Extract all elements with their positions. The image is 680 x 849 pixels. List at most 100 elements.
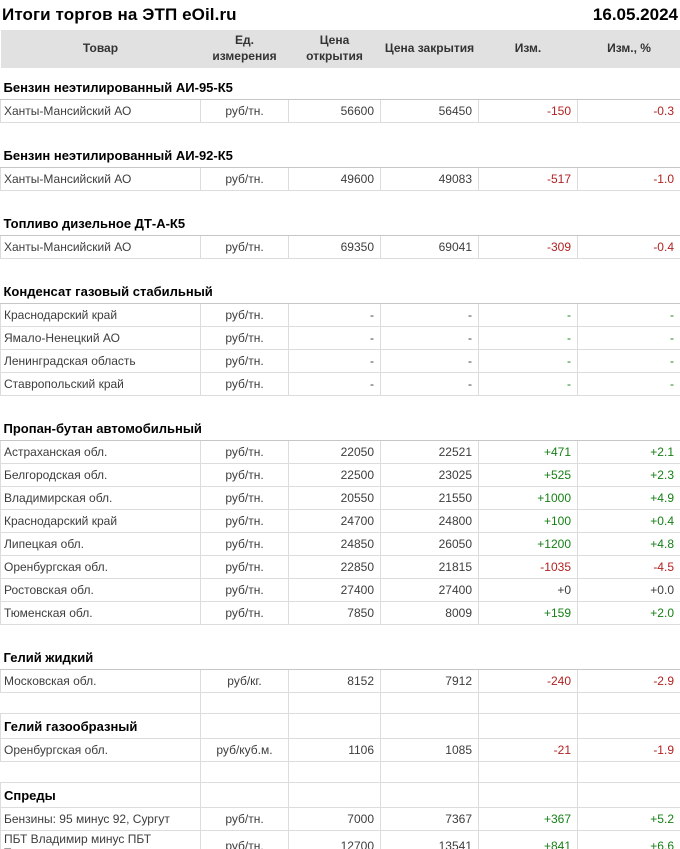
change-cell: +367 (478, 807, 578, 831)
product-cell: Оренбургская обл. (0, 738, 201, 762)
table-row: Липецкая обл. руб/тн. 24850 26050 +1200 +4.8 (0, 532, 680, 556)
open-price-cell: - (288, 372, 381, 396)
column-header-open-price: Цена открытия (288, 30, 381, 68)
close-price-cell: 1085 (380, 738, 479, 762)
column-header-change-pct: Изм., % (577, 30, 680, 68)
page-title: Итоги торгов на ЭТП eOil.ru (2, 5, 237, 24)
change-pct-cell: +6.6 (577, 830, 680, 849)
close-price-cell: 27400 (380, 578, 479, 602)
table-row: ПБТ Владимир минус ПБТ Тюменьруб/тн.1270… (0, 830, 680, 849)
product-cell: Краснодарский край (0, 509, 201, 533)
column-header-change: Изм. (478, 30, 578, 68)
section-title: Топливо дизельное ДТ-А-К5 (0, 211, 680, 236)
close-price-cell: - (380, 372, 479, 396)
change-pct-cell: - (577, 372, 680, 396)
empty-cell (380, 782, 479, 808)
section-title: Бензин неэтилированный АИ-92-К5 (0, 143, 680, 168)
empty-cell (478, 713, 578, 739)
unit-cell: руб/тн. (200, 486, 289, 510)
open-price-cell: 24850 (288, 532, 381, 556)
spacer-cell (0, 68, 680, 75)
table-row: Ханты-Мансийский АО руб/тн. 49600 49083 -517… (0, 167, 680, 191)
spacer-cell (0, 122, 680, 143)
spacer-cell (478, 692, 578, 714)
unit-cell: руб/тн. (200, 509, 289, 533)
change-pct-cell: -1.9 (577, 738, 680, 762)
table-row: Белгородская обл. руб/тн. 22500 23025 +525 +2… (0, 463, 680, 487)
section-spacer (0, 190, 680, 211)
unit-cell: руб/тн. (200, 440, 289, 464)
change-cell: +159 (478, 601, 578, 625)
change-cell: +471 (478, 440, 578, 464)
unit-cell: руб/тн. (200, 830, 289, 849)
unit-cell: руб/тн. (200, 303, 289, 327)
table-row: Бензины: 95 минус 92, Сургут руб/тн. 7000 7… (0, 807, 680, 831)
empty-cell (200, 782, 289, 808)
change-cell: +1200 (478, 532, 578, 556)
unit-cell: руб/куб.м. (200, 738, 289, 762)
spacer-cell (288, 761, 381, 783)
product-cell: Тюменская обл. (0, 601, 201, 625)
empty-cell (577, 782, 680, 808)
open-price-cell: 24700 (288, 509, 381, 533)
section-title: Гелий жидкий (0, 645, 680, 670)
change-pct-cell: -0.3 (577, 99, 680, 123)
product-cell: ПБТ Владимир минус ПБТ Тюмень (0, 830, 201, 849)
open-price-cell: - (288, 326, 381, 350)
open-price-cell: 8152 (288, 669, 381, 693)
unit-cell: руб/тн. (200, 99, 289, 123)
product-cell: Ханты-Мансийский АО (0, 167, 201, 191)
section-header-row: Конденсат газовый стабильный (0, 279, 680, 304)
change-pct-cell: +4.8 (577, 532, 680, 556)
change-pct-cell: -2.9 (577, 669, 680, 693)
product-cell: Ленинградская область (0, 349, 201, 373)
unit-cell: руб/тн. (200, 326, 289, 350)
product-cell: Липецкая обл. (0, 532, 201, 556)
close-price-cell: 23025 (380, 463, 479, 487)
close-price-cell: 7912 (380, 669, 479, 693)
table-row: Владимирская обл. руб/тн. 20550 21550 +1000 +… (0, 486, 680, 510)
empty-cell (577, 713, 680, 739)
spacer-cell (380, 692, 479, 714)
close-price-cell: - (380, 303, 479, 327)
open-price-cell: - (288, 349, 381, 373)
section-title: Гелий газообразный (0, 713, 201, 739)
spacer-cell (0, 692, 201, 714)
table-body: Бензин неэтилированный АИ-95-К5 Ханты-Ман… (0, 68, 680, 849)
product-cell: Оренбургская обл. (0, 555, 201, 579)
open-price-cell: 49600 (288, 167, 381, 191)
close-price-cell: - (380, 326, 479, 350)
table-row: Краснодарский край руб/тн. - - - - (0, 303, 680, 327)
spacer-cell (0, 190, 680, 211)
change-pct-cell: +0.4 (577, 509, 680, 533)
section-spacer (0, 258, 680, 279)
open-price-cell: 69350 (288, 235, 381, 259)
empty-cell (380, 713, 479, 739)
table-row: Ленинградская область руб/тн. - - - - (0, 349, 680, 373)
change-pct-cell: -0.4 (577, 235, 680, 259)
open-price-cell: 20550 (288, 486, 381, 510)
change-pct-cell: +0.0 (577, 578, 680, 602)
section-title: Конденсат газовый стабильный (0, 279, 680, 304)
section-spacer (0, 395, 680, 416)
section-header-row: Бензин неэтилированный АИ-92-К5 (0, 143, 680, 168)
change-cell: - (478, 326, 578, 350)
change-pct-cell: +4.9 (577, 486, 680, 510)
empty-cell (478, 782, 578, 808)
unit-cell: руб/тн. (200, 167, 289, 191)
close-price-cell: 49083 (380, 167, 479, 191)
section-title: Бензин неэтилированный АИ-95-К5 (0, 75, 680, 100)
product-cell: Ханты-Мансийский АО (0, 235, 201, 259)
trading-results-table: Товар Ед. измерения Цена открытия Цена з… (0, 30, 680, 849)
spacer-cell (577, 761, 680, 783)
open-price-cell: 12700 (288, 830, 381, 849)
column-header-unit: Ед. измерения (200, 30, 289, 68)
section-header-row: Гелий жидкий (0, 645, 680, 670)
section-spacer (0, 692, 680, 714)
close-price-cell: 8009 (380, 601, 479, 625)
section-spacer (0, 761, 680, 783)
empty-cell (288, 713, 381, 739)
unit-cell: руб/тн. (200, 601, 289, 625)
change-pct-cell: +2.0 (577, 601, 680, 625)
